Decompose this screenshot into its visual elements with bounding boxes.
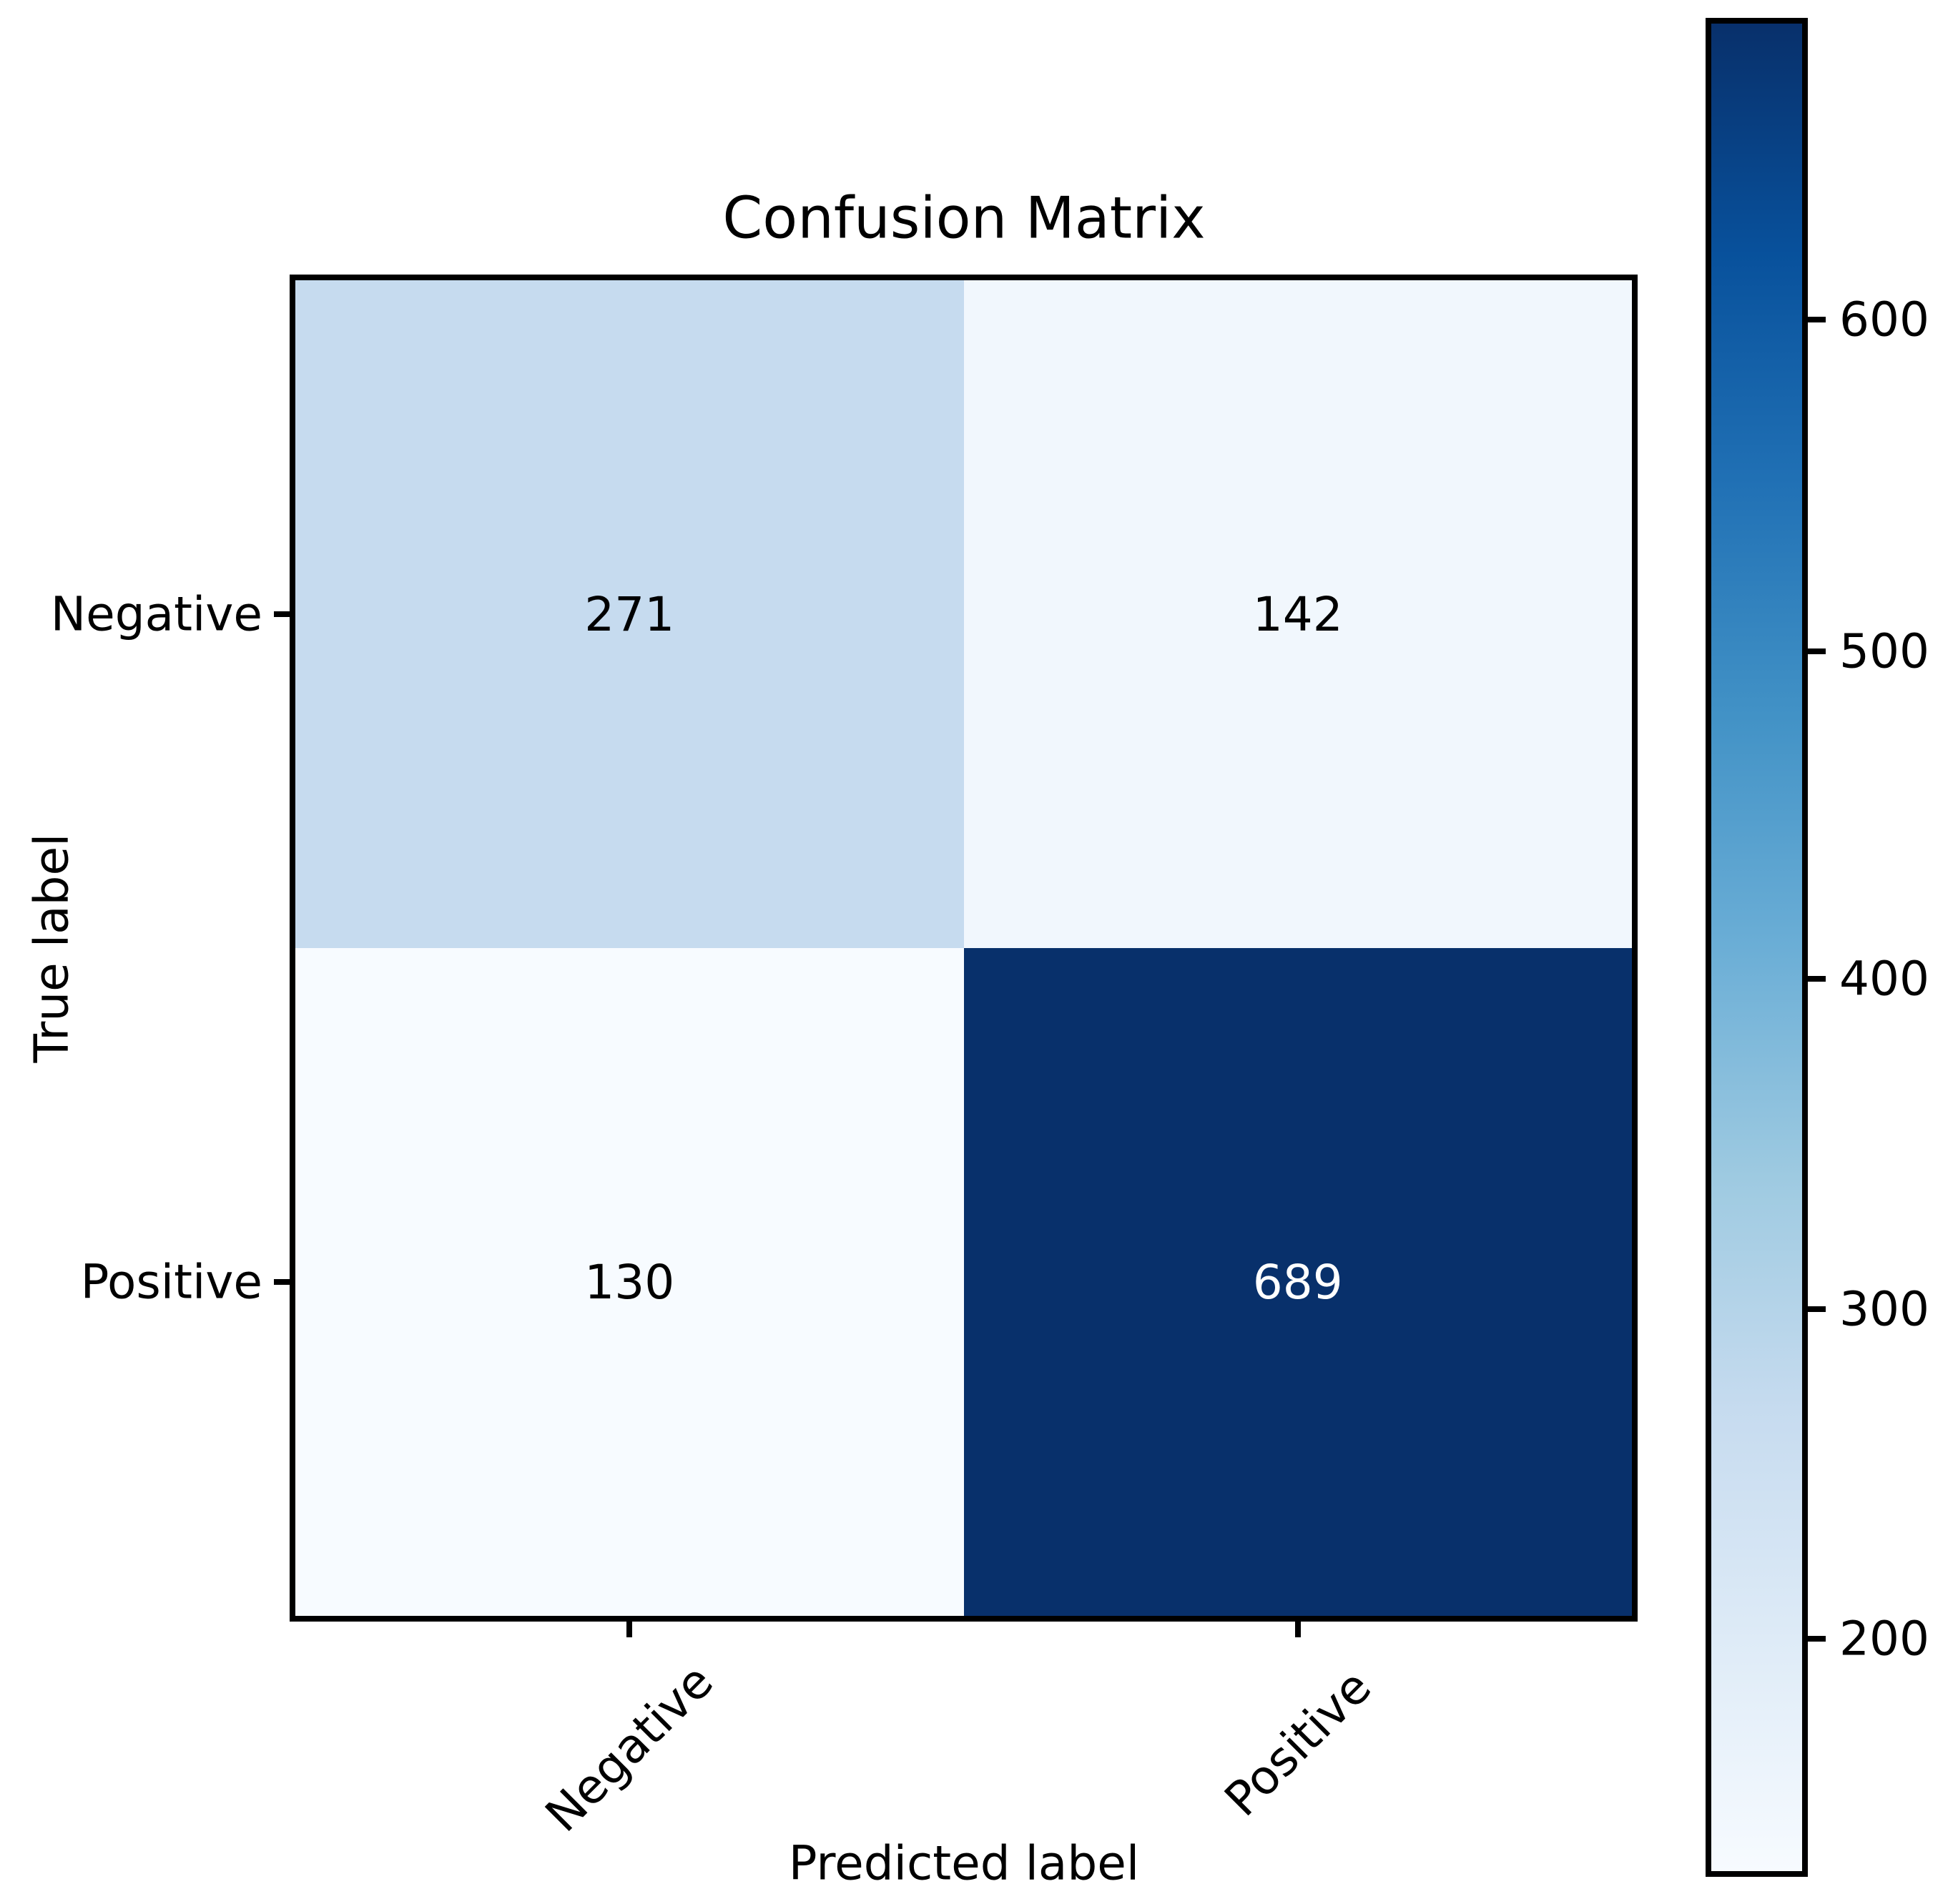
y-tick-label-positive: Positive (80, 1254, 262, 1310)
x-tick-label-positive: Positive (1214, 1659, 1382, 1827)
chart-title: Confusion Matrix (722, 184, 1206, 252)
y-tickmark-positive (274, 1279, 290, 1285)
cell-true-negative-pred-negative: 271 (295, 280, 964, 948)
x-tickmark-positive (1295, 1622, 1301, 1637)
x-tickmark-negative (626, 1622, 632, 1637)
colorbar-tickmark-400 (1808, 976, 1826, 982)
cell-true-positive-pred-negative: 130 (295, 948, 964, 1616)
colorbar-tickmark-600 (1808, 317, 1826, 322)
x-tick-label-negative: Negative (535, 1654, 724, 1843)
colorbar-tickmark-500 (1808, 648, 1826, 654)
colorbar-tickmark-200 (1808, 1636, 1826, 1642)
cell-true-positive-pred-positive: 689 (963, 948, 1632, 1616)
colorbar-tick-label-500: 500 (1839, 623, 1929, 679)
cell-true-negative-pred-positive: 142 (963, 280, 1632, 948)
colorbar-tickmark-300 (1808, 1306, 1826, 1312)
colorbar-tick-label-600: 600 (1839, 292, 1929, 347)
colorbar (1706, 18, 1808, 1877)
colorbar-tick-label-300: 300 (1839, 1281, 1929, 1337)
y-tickmark-negative (274, 611, 290, 617)
colorbar-tick-label-400: 400 (1839, 951, 1929, 1007)
x-axis-title: Predicted label (788, 1835, 1140, 1891)
heatmap-grid: 271 142 130 689 (290, 275, 1638, 1622)
y-axis-title: True label (24, 833, 79, 1063)
colorbar-tick-label-200: 200 (1839, 1611, 1929, 1667)
y-tick-label-negative: Negative (50, 586, 262, 642)
